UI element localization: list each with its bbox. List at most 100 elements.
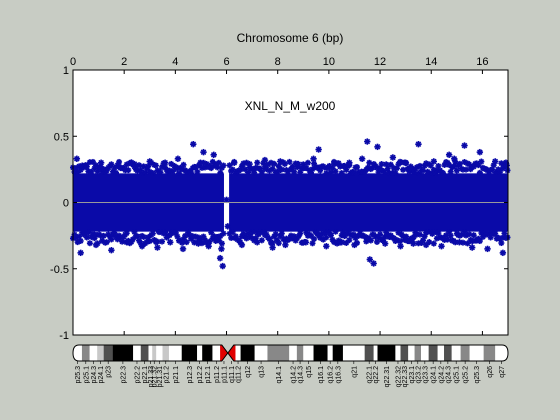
data-point [254, 239, 261, 246]
data-point-edge [249, 228, 256, 235]
ideogram-band [469, 345, 484, 361]
data-point-edge [400, 166, 407, 173]
data-point-edge [424, 168, 431, 175]
x-tick-label: 4 [172, 56, 178, 68]
ideogram-band [342, 345, 365, 361]
data-point [499, 249, 507, 257]
data-point-edge [303, 165, 310, 172]
ideogram-band-label: q25.1 [454, 366, 461, 384]
data-point [82, 162, 89, 169]
data-point [238, 241, 246, 249]
data-point-edge [220, 162, 227, 169]
ideogram-outline [72, 344, 509, 362]
ideogram-band [437, 345, 445, 361]
data-point [402, 159, 409, 166]
data-point-edge [159, 238, 166, 245]
data-point-edge [206, 238, 213, 245]
ideogram-band-label: q27 [499, 366, 506, 378]
y-tick-label: 1 [63, 65, 69, 77]
data-point [310, 155, 317, 162]
data-point [123, 239, 130, 246]
ideogram-band [267, 345, 290, 361]
ideogram-band [395, 345, 401, 361]
data-point [115, 163, 123, 170]
data-point [179, 245, 187, 253]
data-point-edge [112, 169, 119, 176]
ideogram-band-label: q12 [245, 366, 252, 378]
ideogram-band [289, 345, 297, 361]
data-point [468, 244, 476, 251]
data-point [315, 146, 322, 153]
data-point [492, 158, 499, 165]
data-point-edge [447, 168, 454, 175]
ideogram-band [73, 345, 82, 361]
data-point [461, 142, 468, 149]
data-point [381, 240, 389, 247]
data-point-edge [188, 169, 195, 176]
ideogram-band-label: p12.3 [187, 366, 194, 384]
data-point [389, 154, 397, 161]
ideogram-band [332, 345, 343, 361]
ideogram-band-label: p11.1 [221, 366, 228, 383]
data-point [366, 256, 374, 263]
data-point-edge [217, 169, 224, 176]
ideogram-band [181, 345, 198, 361]
ideogram-band [168, 345, 182, 361]
data-point-edge [338, 170, 345, 177]
ideogram-band [140, 345, 149, 361]
data-point-edge [254, 159, 261, 166]
data-point [224, 223, 232, 230]
ideogram-band [112, 345, 134, 361]
data-point-edge [272, 231, 279, 238]
series-annotation: XNL_N_M_w200 [245, 99, 336, 113]
data-point-edge [91, 235, 98, 242]
ideogram-band [227, 345, 236, 361]
data-point [205, 243, 212, 250]
ideogram-band [460, 345, 470, 361]
data-point-edge [297, 230, 304, 237]
ideogram-band [400, 345, 409, 361]
data-point-edge [466, 231, 473, 238]
data-point [92, 241, 100, 249]
data-point [415, 141, 422, 148]
data-point-edge [278, 230, 285, 237]
data-point [77, 249, 84, 257]
ideogram-band [373, 345, 378, 361]
data-point [210, 151, 217, 158]
data-point [338, 239, 345, 246]
data-point [277, 158, 284, 165]
data-point [422, 241, 430, 249]
chromosome-ideogram: p25.3 p25.1 p24.3 p24.1 p23 p22.3 p22.2 p22.1p2… [72, 344, 509, 388]
data-point-edge [100, 232, 107, 239]
data-point [154, 244, 161, 251]
data-point-edge [194, 168, 201, 175]
data-point-edge [278, 166, 285, 173]
data-point-edge [476, 169, 483, 176]
data-point-edge [403, 233, 410, 240]
ideogram-band [156, 345, 163, 361]
ideogram-band-label: q14.2 [291, 366, 298, 384]
data-point-edge [86, 240, 93, 247]
ideogram-band-label: q22.32 [395, 366, 402, 388]
data-point-edge [88, 168, 95, 175]
ideogram-band-label: p22.2 [134, 366, 141, 384]
data-point-edge [149, 170, 156, 177]
data-point-edge [366, 159, 373, 166]
ideogram-band [89, 345, 98, 361]
data-point [246, 160, 253, 168]
data-point [503, 162, 510, 169]
y-tick-label: 0 [63, 198, 69, 210]
ideogram-band-label: q24.1 [431, 366, 438, 384]
ideogram-band-label: p25.1 [83, 366, 90, 384]
data-point-edge [430, 240, 437, 247]
data-point-edge [332, 228, 339, 235]
data-point-edge [304, 159, 311, 166]
y-tick-label: -1 [59, 330, 69, 342]
data-point-edge [89, 158, 96, 165]
ideogram-band-label: p21.32 [152, 366, 159, 388]
ideogram-band-label: q11.1 [229, 366, 236, 383]
data-point-edge [125, 167, 132, 174]
ideogram-band [428, 345, 438, 361]
data-point [231, 159, 238, 166]
ideogram-band-label: q21 [351, 366, 358, 378]
